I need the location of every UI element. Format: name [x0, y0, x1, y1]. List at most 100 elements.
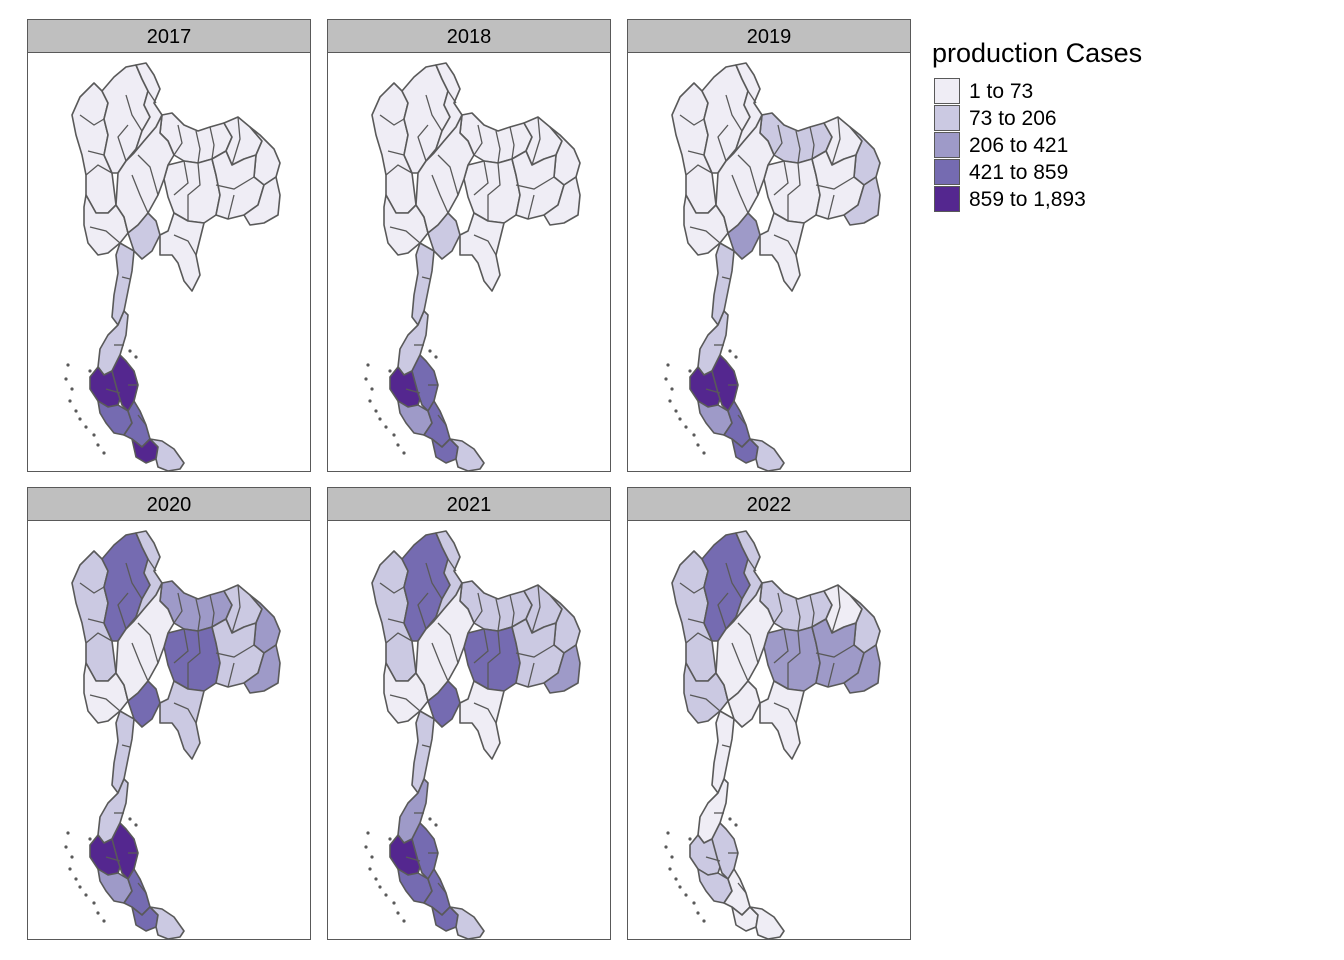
province-border [215, 644, 255, 658]
island-mark [692, 901, 696, 905]
province-border [725, 562, 743, 600]
island-mark [668, 399, 672, 403]
province-region [159, 680, 205, 760]
island-mark [128, 817, 132, 821]
province-border [831, 584, 841, 634]
province-border [473, 702, 497, 724]
facet-strip-label: 2017 [28, 20, 310, 53]
choropleth-map [664, 530, 881, 939]
province-region [543, 176, 581, 226]
island-mark [734, 823, 738, 827]
island-mark [702, 451, 706, 455]
province-border [137, 414, 147, 426]
island-mark [374, 877, 378, 881]
island-mark [66, 363, 70, 367]
island-mark [92, 433, 96, 437]
legend-swatch [934, 132, 960, 158]
province-border [515, 176, 555, 190]
province-border [687, 150, 705, 156]
island-mark [384, 425, 388, 429]
facet-strip-label: 2019 [628, 20, 910, 53]
province-border [137, 154, 159, 196]
island-mark [702, 919, 706, 923]
choropleth-map [364, 530, 581, 939]
island-mark [84, 893, 88, 897]
facet-strip-label: 2022 [628, 488, 910, 521]
island-mark [396, 443, 400, 447]
legend-item: 73 to 206 [932, 105, 1142, 132]
province-border [773, 628, 789, 664]
facet-panel-2020: 2020 [27, 487, 311, 940]
province-border [809, 594, 815, 628]
choropleth-map [664, 62, 881, 471]
island-mark [428, 817, 432, 821]
province-border [809, 126, 815, 160]
island-mark [364, 377, 368, 381]
province-border [425, 94, 443, 132]
province-region [543, 644, 581, 694]
province-border [509, 126, 515, 160]
island-mark [92, 901, 96, 905]
province-border [389, 226, 421, 244]
island-mark [134, 355, 138, 359]
province-border [515, 644, 555, 658]
province-border [195, 130, 201, 164]
island-mark [428, 349, 432, 353]
island-mark [70, 855, 74, 859]
island-mark [734, 355, 738, 359]
province-region [843, 176, 881, 226]
province-border [125, 94, 143, 132]
island-mark [366, 363, 370, 367]
province-region [459, 212, 505, 292]
island-mark [70, 387, 74, 391]
province-border [387, 150, 405, 156]
province-border [405, 388, 421, 394]
province-region [459, 680, 505, 760]
legend-swatch [934, 78, 960, 104]
province-region [759, 212, 805, 292]
province-border [147, 90, 157, 104]
province-border [473, 160, 489, 196]
island-mark [664, 845, 668, 849]
legend-title: production Cases [932, 38, 1143, 68]
province-region [759, 680, 805, 760]
province-border [827, 662, 835, 688]
province-border [531, 584, 541, 634]
island-mark [74, 409, 78, 413]
province-border [773, 124, 783, 156]
island-mark [378, 885, 382, 889]
province-border [231, 584, 241, 634]
legend-swatch [934, 105, 960, 131]
province-border [187, 630, 201, 689]
facet-strip-label: 2020 [28, 488, 310, 521]
province-border [721, 744, 731, 748]
island-mark [368, 867, 372, 871]
province-border [379, 114, 405, 126]
legend-item: 421 to 859 [932, 159, 1142, 186]
province-region [749, 906, 785, 939]
island-mark [396, 911, 400, 915]
island-mark [78, 417, 82, 421]
choropleth-map [64, 62, 281, 471]
island-mark [666, 831, 670, 835]
province-border [717, 124, 729, 162]
province-border [473, 234, 497, 256]
province-border [89, 226, 121, 244]
legend-swatch [934, 186, 960, 212]
island-mark [68, 399, 72, 403]
island-mark [684, 425, 688, 429]
province-region [111, 354, 139, 412]
legend-item: 1 to 73 [932, 78, 1142, 105]
province-border [117, 592, 129, 630]
province-border [187, 162, 201, 221]
province-border [689, 694, 721, 712]
province-border [495, 130, 501, 164]
province-region [449, 906, 485, 939]
province-border [787, 162, 801, 221]
province-border [487, 630, 501, 689]
province-border [89, 694, 121, 712]
province-border [725, 94, 743, 132]
province-border [215, 176, 255, 190]
province-region [243, 176, 281, 226]
province-border [815, 176, 855, 190]
